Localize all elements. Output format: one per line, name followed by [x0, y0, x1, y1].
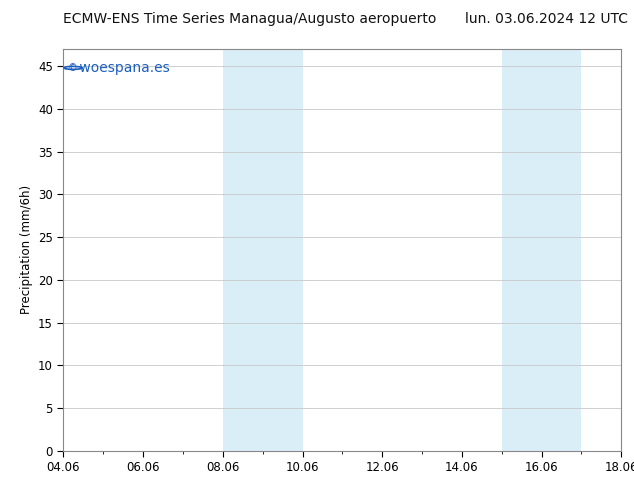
- Bar: [223, 49, 302, 451]
- Bar: [501, 49, 581, 451]
- Text: lun. 03.06.2024 12 UTC: lun. 03.06.2024 12 UTC: [465, 12, 628, 26]
- Y-axis label: Precipitation (mm/6h): Precipitation (mm/6h): [20, 185, 32, 315]
- Text: woespana.es: woespana.es: [75, 61, 169, 75]
- Text: ECMW-ENS Time Series Managua/Augusto aeropuerto: ECMW-ENS Time Series Managua/Augusto aer…: [63, 12, 437, 26]
- Text: ©: ©: [68, 63, 78, 73]
